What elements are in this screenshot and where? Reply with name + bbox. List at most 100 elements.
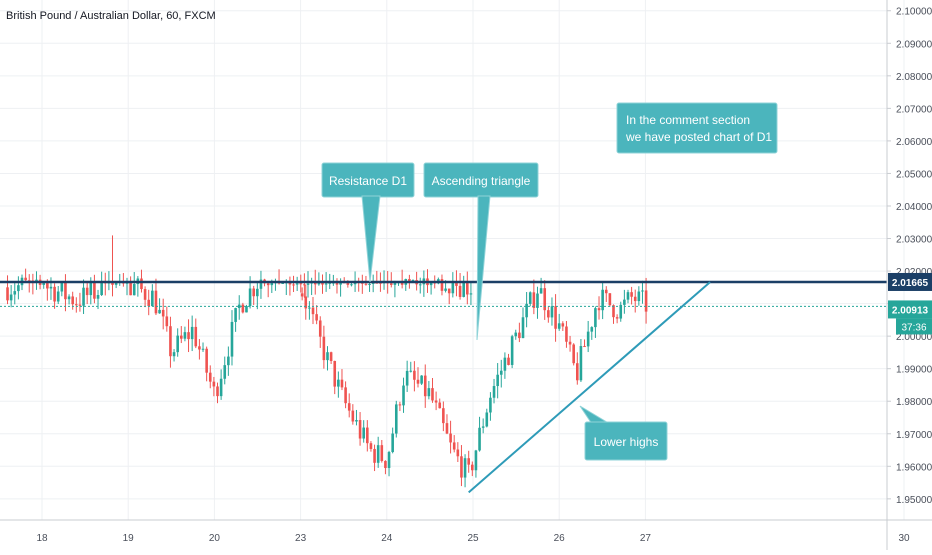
candle-body bbox=[463, 458, 467, 478]
candle-body bbox=[536, 293, 539, 308]
candle-body bbox=[514, 332, 518, 337]
candle-body bbox=[449, 433, 452, 443]
candle-body bbox=[438, 402, 442, 409]
candle-body bbox=[333, 360, 337, 387]
candle-body bbox=[358, 420, 362, 439]
candle-body bbox=[409, 370, 413, 372]
ascending-trendline[interactable] bbox=[468, 281, 711, 494]
candle-body bbox=[641, 290, 644, 292]
candle-body bbox=[252, 288, 256, 297]
candle-body bbox=[503, 357, 507, 371]
svg-text:2.01665: 2.01665 bbox=[892, 278, 929, 289]
candle-body bbox=[281, 282, 284, 284]
candle-body bbox=[151, 290, 154, 307]
candle-body bbox=[27, 280, 31, 282]
callout-comment[interactable]: In the comment section we have posted ch… bbox=[616, 102, 778, 154]
candle-body bbox=[89, 282, 93, 296]
candle-body bbox=[469, 293, 473, 295]
y-tick-label: 2.09000 bbox=[896, 39, 932, 50]
candle-body bbox=[216, 386, 219, 397]
candle-body bbox=[423, 375, 427, 397]
time-axis[interactable]: 18192023242526273031 bbox=[36, 533, 932, 544]
candle-body bbox=[402, 385, 405, 406]
callout-ascending-triangle[interactable]: Ascending triangle bbox=[423, 162, 539, 341]
candle-body bbox=[447, 288, 451, 294]
x-tick-label: 30 bbox=[898, 533, 910, 544]
callout-lower-highs-text: Lower highs bbox=[594, 435, 659, 449]
candle-body bbox=[444, 288, 447, 291]
candle-body bbox=[322, 336, 326, 361]
x-tick-label: 19 bbox=[123, 533, 135, 544]
candle-body bbox=[198, 346, 201, 350]
candle-body bbox=[565, 326, 568, 342]
candle-body bbox=[568, 341, 572, 345]
candle-body bbox=[53, 286, 56, 302]
candle-body bbox=[451, 282, 455, 294]
candle-body bbox=[308, 307, 311, 309]
candle-body bbox=[594, 308, 597, 328]
price-axis[interactable]: 2.10000 2.09000 2.08000 2.07000 2.06000 2.050… bbox=[887, 7, 932, 506]
candle-body bbox=[256, 288, 259, 297]
candle-body bbox=[187, 332, 190, 340]
candle-body bbox=[442, 408, 445, 424]
y-tick-label: 2.05000 bbox=[896, 169, 932, 180]
callout-resistance-text: Resistance D1 bbox=[329, 174, 407, 188]
callout-comment-line2: we have posted chart of D1 bbox=[625, 130, 772, 144]
candle-body bbox=[637, 291, 641, 302]
candle-body bbox=[266, 283, 270, 286]
candle-body bbox=[143, 289, 147, 300]
candle-body bbox=[328, 282, 332, 284]
callout-lower-highs[interactable]: Lower highs bbox=[579, 405, 668, 461]
candle-body bbox=[471, 464, 474, 471]
candle-body bbox=[300, 293, 304, 297]
candle-body bbox=[445, 423, 449, 434]
candle-body bbox=[440, 279, 444, 291]
candle-body bbox=[227, 356, 230, 366]
candle-body bbox=[481, 426, 485, 428]
candle-body bbox=[623, 299, 626, 305]
candle-body bbox=[478, 427, 481, 451]
candle-body bbox=[434, 400, 438, 403]
candle-body bbox=[561, 323, 565, 327]
candle-body bbox=[387, 452, 391, 469]
candle-body bbox=[237, 304, 241, 309]
candle-body bbox=[572, 344, 575, 364]
candle-body bbox=[389, 283, 393, 285]
candle-body bbox=[318, 320, 322, 337]
candle-body bbox=[376, 445, 380, 463]
candle-body bbox=[539, 288, 543, 294]
y-tick-label: 1.95000 bbox=[896, 495, 932, 506]
candle-body bbox=[161, 309, 165, 317]
candle-body bbox=[154, 290, 158, 314]
candle-body bbox=[295, 283, 299, 285]
candle-body bbox=[630, 292, 633, 297]
candle-body bbox=[344, 387, 347, 404]
candle-body bbox=[489, 397, 492, 413]
candle-body bbox=[321, 282, 324, 285]
candle-body bbox=[230, 321, 234, 357]
candle-body bbox=[234, 308, 237, 322]
candle-body bbox=[379, 282, 382, 284]
candle-body bbox=[528, 292, 532, 304]
candle-body bbox=[114, 282, 118, 285]
callout-resistance[interactable]: Resistance D1 bbox=[321, 162, 415, 283]
candle-body bbox=[586, 331, 590, 347]
candle-body bbox=[608, 293, 612, 306]
candle-body bbox=[462, 281, 465, 297]
candle-body bbox=[507, 357, 510, 365]
candle-body bbox=[364, 283, 368, 285]
candle-body bbox=[75, 304, 78, 306]
candle-body bbox=[339, 282, 342, 285]
candle-body bbox=[362, 427, 365, 439]
candle-body bbox=[176, 335, 179, 353]
candle-body bbox=[510, 336, 514, 365]
candle-body bbox=[311, 307, 315, 315]
candles bbox=[6, 235, 648, 488]
y-tick-label: 1.97000 bbox=[896, 430, 932, 441]
candle-body bbox=[612, 305, 615, 318]
candle-body bbox=[201, 348, 205, 350]
candle-body bbox=[304, 296, 308, 309]
candle-body bbox=[9, 294, 13, 301]
